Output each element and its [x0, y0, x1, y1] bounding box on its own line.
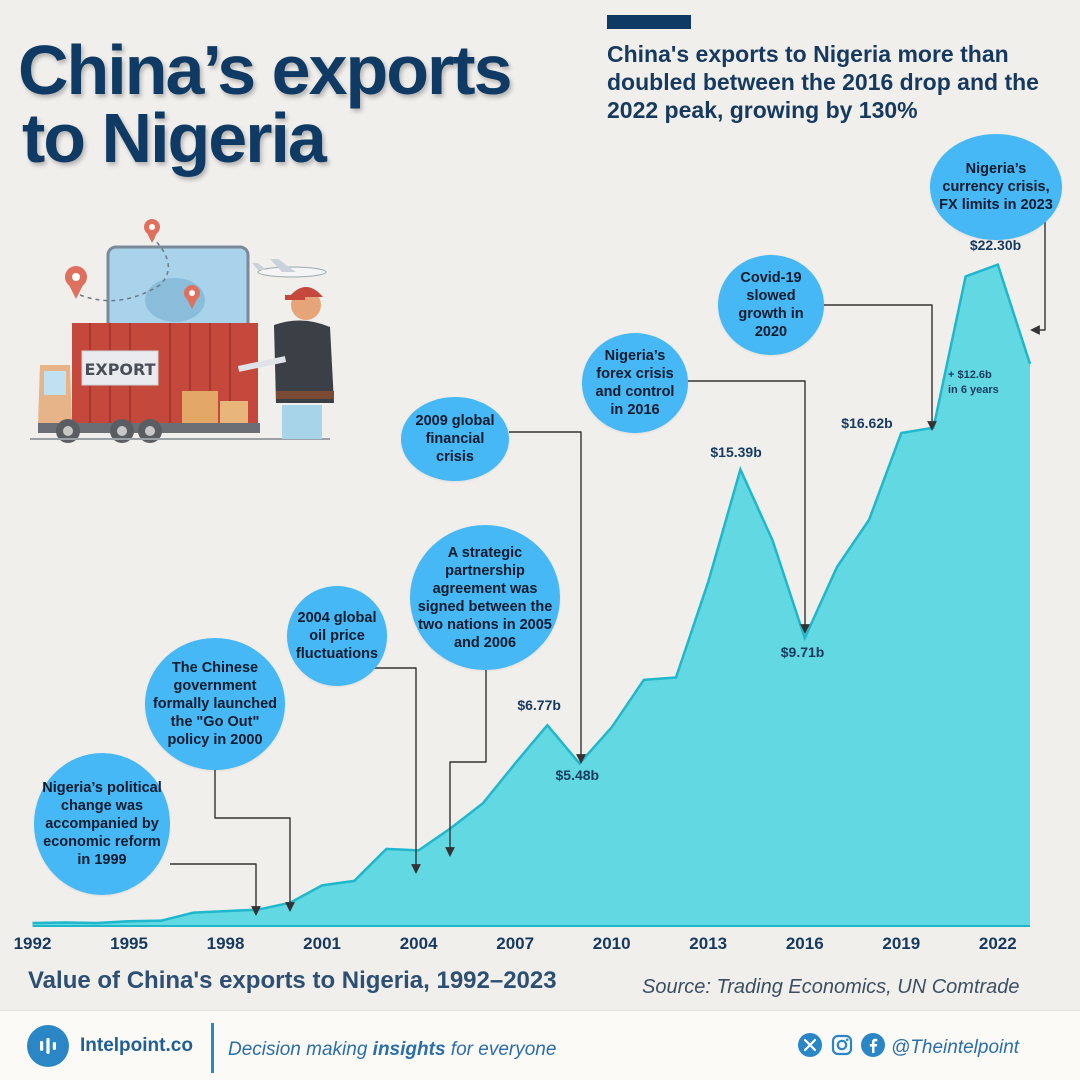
x-tick-label: 1998	[206, 934, 245, 953]
annotation-arrow	[1030, 222, 1046, 335]
annotation-arrow	[360, 667, 421, 874]
facebook-icon[interactable]	[861, 1033, 885, 1057]
title-line-2: to Nigeria	[22, 99, 327, 177]
subtitle: China's exports to Nigeria more than dou…	[607, 41, 1039, 123]
airplane-icon	[252, 259, 327, 278]
x-tick-label: 2022	[978, 934, 1017, 953]
annotation-text: Covid-19 slowed growth in 2020	[738, 270, 804, 340]
social-handle[interactable]: @Theintelpoint	[891, 1037, 1020, 1058]
annotation-bubble: Nigeria’s political change was accompani…	[34, 753, 170, 895]
intelpoint-logo-icon[interactable]	[27, 1025, 69, 1067]
annotation-bubble: The Chinese government formally launched…	[145, 638, 285, 770]
annotation-bubble: 2009 global financial crisis	[401, 397, 509, 481]
x-tick-label: 2007	[496, 934, 535, 953]
annotation-arrow	[509, 431, 586, 764]
annotation-bubble: A strategic partnership agreement was si…	[410, 525, 560, 670]
footer: Intelpoint.co Decision making insights f…	[0, 1010, 1080, 1080]
brand-name[interactable]: Intelpoint.co	[80, 1035, 193, 1056]
location-pin-icon	[65, 266, 87, 299]
export-illustration: EXPORT	[30, 219, 334, 443]
page-title: China’s exports to Nigeria	[18, 31, 513, 177]
truck-icon: EXPORT	[30, 323, 330, 443]
exports-area	[32, 264, 1030, 926]
location-pin-icon	[144, 219, 160, 243]
title-line-1: China’s exports	[18, 31, 513, 109]
tagline-post: for everyone	[445, 1039, 557, 1060]
annotation-bubble: 2004 global oil price fluctuations	[287, 586, 387, 686]
x-tick-label: 2001	[303, 934, 342, 953]
annotation-arrow	[824, 304, 937, 431]
tagline: Decision making insights for everyone	[228, 1039, 556, 1061]
annotation-text: Nigeria’s political change was accompani…	[42, 780, 162, 868]
x-tick-label: 2016	[785, 934, 824, 953]
area-chart	[32, 222, 1046, 928]
x-tick-label: 2019	[882, 934, 921, 953]
annotation-text: Nigeria’s currency crisis, FX limits in …	[939, 161, 1053, 213]
value-label: $5.48b	[555, 767, 600, 784]
annotation-text: 2009 global financial crisis	[415, 413, 495, 465]
worker-icon	[237, 287, 334, 439]
location-pin-icon	[184, 285, 200, 309]
instagram-icon[interactable]	[830, 1033, 854, 1057]
annotation-text: Nigeria’s forex crisis and control in 20…	[595, 348, 675, 418]
annotation-bubble: Covid-19 slowed growth in 2020	[718, 255, 824, 355]
tagline-bold: insights	[372, 1039, 446, 1060]
value-label: $22.30b	[969, 236, 1022, 253]
footer-divider	[211, 1023, 214, 1073]
annotation-arrow	[214, 770, 295, 912]
x-tick-label: 2010	[592, 934, 631, 953]
value-label: $16.62b	[841, 415, 893, 432]
value-label: $6.77b	[517, 697, 561, 714]
annotation-text: A strategic partnership agreement was si…	[417, 544, 553, 651]
truck-export-label: EXPORT	[84, 360, 155, 379]
annotation-text: 2004 global oil price fluctuations	[295, 610, 379, 662]
x-tick-label: 2004	[399, 934, 438, 953]
value-label: $9.71b	[780, 644, 825, 660]
x-tick-label: 1995	[110, 934, 148, 953]
annotation-bubble: Nigeria’s forex crisis and control in 20…	[582, 333, 688, 433]
value-label: $15.39b	[710, 443, 762, 460]
tagline-pre: Decision making	[228, 1039, 373, 1060]
x-tick-label: 1992	[13, 934, 52, 953]
accent-bar	[607, 15, 691, 29]
x-icon[interactable]	[798, 1033, 822, 1057]
annotation-arrow	[445, 670, 487, 857]
x-tick-label: 2013	[689, 934, 728, 953]
source-note: Source: Trading Economics, UN Comtrade	[642, 976, 1020, 998]
growth-note: + $12.6b in 6 years	[948, 369, 999, 396]
chart-caption: Value of China's exports to Nigeria, 199…	[28, 967, 557, 994]
annotation-bubble: Nigeria’s currency crisis, FX limits in …	[930, 134, 1062, 240]
annotation-arrow	[170, 863, 261, 916]
annotation-text: The Chinese government formally launched…	[152, 660, 278, 748]
exports-line	[32, 262, 1032, 925]
annotation-arrow	[688, 380, 810, 634]
